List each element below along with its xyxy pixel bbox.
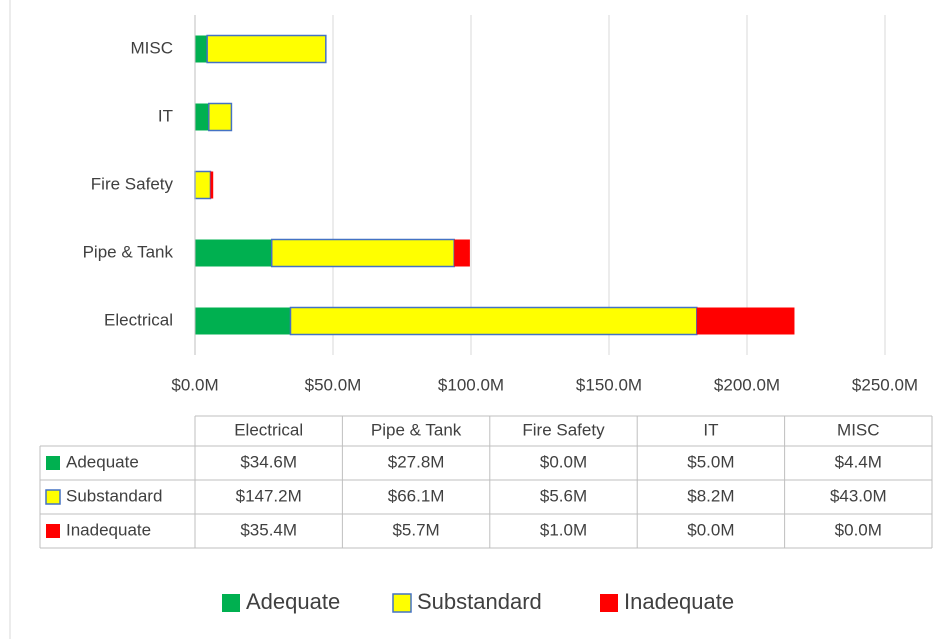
legend-label: Substandard — [417, 589, 542, 614]
legend-key — [392, 593, 412, 613]
table-cell: $66.1M — [388, 486, 445, 505]
y-tick-label: Electrical — [104, 310, 173, 329]
table-header: Electrical — [234, 420, 303, 439]
y-tick-label: MISC — [131, 38, 174, 57]
table-cell: $8.2M — [687, 486, 734, 505]
table-header: MISC — [837, 420, 880, 439]
table-cell: $5.7M — [392, 520, 439, 539]
table-cell: $0.0M — [540, 452, 587, 471]
table-series-name: Substandard — [66, 486, 162, 505]
x-tick-label: $150.0M — [576, 375, 642, 394]
table-cell: $1.0M — [540, 520, 587, 539]
bar-segment — [208, 102, 233, 132]
bar-segment — [195, 307, 291, 335]
legend-label: Adequate — [246, 589, 340, 614]
table-legend-key — [46, 524, 60, 538]
x-tick-label: $50.0M — [305, 375, 362, 394]
table-series-name: Inadequate — [66, 520, 151, 539]
table-cell: $4.4M — [835, 452, 882, 471]
table-header: Fire Safety — [522, 420, 605, 439]
x-tick-label: $200.0M — [714, 375, 780, 394]
table-cell: $0.0M — [687, 520, 734, 539]
bar-segment — [195, 35, 208, 63]
table-cell: $147.2M — [236, 486, 302, 505]
table-header: Pipe & Tank — [371, 420, 462, 439]
table-legend-key — [46, 456, 60, 470]
legend-key — [600, 594, 618, 612]
x-tick-label: $0.0M — [171, 375, 218, 394]
table-header: IT — [703, 420, 718, 439]
table-cell: $27.8M — [388, 452, 445, 471]
x-tick-label: $250.0M — [852, 375, 918, 394]
bar-segment — [194, 170, 212, 200]
table-cell: $35.4M — [240, 520, 297, 539]
table-cell: $43.0M — [830, 486, 887, 505]
y-tick-label: IT — [158, 106, 173, 125]
table-cell: $5.0M — [687, 452, 734, 471]
bar-segment — [696, 307, 795, 335]
x-tick-label: $100.0M — [438, 375, 504, 394]
legend-label: Inadequate — [624, 589, 734, 614]
y-tick-label: Fire Safety — [91, 174, 174, 193]
bar-segment — [206, 34, 327, 64]
table-cell: $34.6M — [240, 452, 297, 471]
table-cell: $0.0M — [835, 520, 882, 539]
table-legend-key — [45, 489, 61, 505]
y-tick-label: Pipe & Tank — [83, 242, 174, 261]
table-cell: $5.6M — [540, 486, 587, 505]
bar-segment — [195, 239, 272, 267]
bar-segment — [289, 306, 698, 336]
bar-segment — [195, 103, 209, 131]
bar-segment — [210, 171, 214, 199]
bar-segment — [454, 239, 470, 267]
bar-segment — [270, 238, 455, 268]
table-series-name: Adequate — [66, 452, 139, 471]
legend-key — [222, 594, 240, 612]
